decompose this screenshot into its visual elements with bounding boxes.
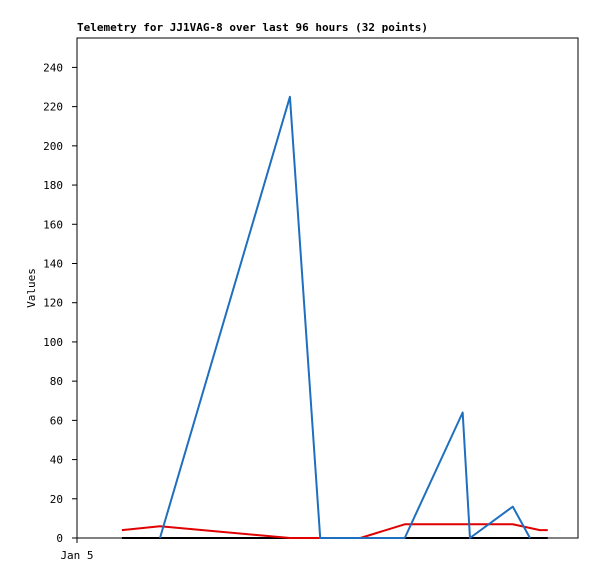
y-tick-label: 60: [50, 414, 63, 427]
y-tick-label: 220: [43, 101, 63, 114]
y-axis-label: Values: [25, 268, 38, 308]
y-tick-label: 40: [50, 454, 63, 467]
y-tick-label: 160: [43, 218, 63, 231]
y-tick-label: 0: [56, 532, 63, 545]
y-tick-label: 120: [43, 297, 63, 310]
plot-frame: [76, 37, 579, 539]
y-tick-label: 140: [43, 257, 63, 270]
y-tick-label: 200: [43, 140, 63, 153]
y-tick-label: 240: [43, 61, 63, 74]
series-line: [159, 95, 531, 539]
y-tick-label: 80: [50, 375, 63, 388]
chart-title: Telemetry for JJ1VAG-8 over last 96 hour…: [77, 21, 428, 34]
y-tick-label: 100: [43, 336, 63, 349]
x-tick-label: Jan 5: [60, 549, 93, 562]
y-tick-label: 180: [43, 179, 63, 192]
series-line: [121, 523, 548, 539]
y-tick-label: 20: [50, 493, 63, 506]
